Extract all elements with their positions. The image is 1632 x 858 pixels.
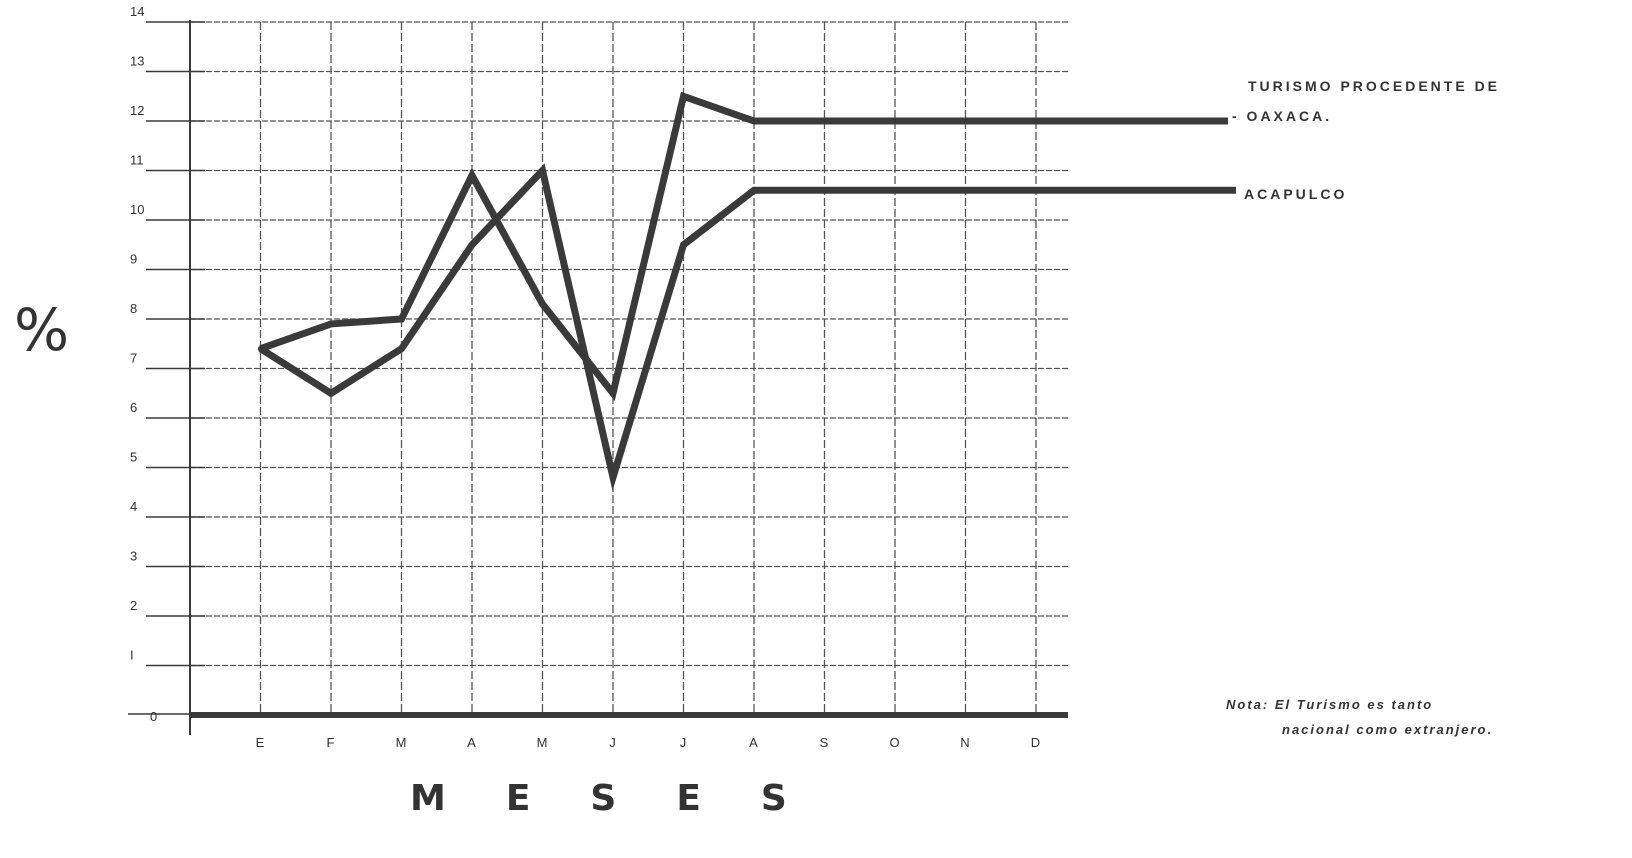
y-tick-label: 11 xyxy=(130,153,144,168)
y-tick-label: 13 xyxy=(130,54,144,69)
y-tick-label: 9 xyxy=(130,252,137,267)
y-tick-label: 7 xyxy=(130,351,137,366)
data-point-oaxaca xyxy=(610,390,616,396)
x-tick-label: E xyxy=(256,735,266,750)
grid xyxy=(128,20,1068,735)
data-point-oaxaca xyxy=(540,301,545,307)
legend-oaxaca-line2: - OAXACA. xyxy=(1232,108,1333,124)
y-tick-label: I xyxy=(130,648,134,663)
data-point-oaxaca xyxy=(822,118,827,124)
series-lines xyxy=(258,91,1236,492)
x-tick-label: O xyxy=(889,735,900,750)
series-line-acapulco xyxy=(258,163,1236,492)
y-tick-label: 0 xyxy=(150,709,157,724)
data-point-acapulco xyxy=(610,474,616,480)
data-point-acapulco xyxy=(258,346,263,352)
data-point-acapulco xyxy=(328,390,334,396)
x-tick-label: A xyxy=(467,735,477,750)
note-line1: Nota: El Turismo es tanto xyxy=(1226,697,1434,712)
x-tick-label: S xyxy=(820,735,830,750)
x-tick-label: F xyxy=(327,735,336,750)
data-point-acapulco xyxy=(469,242,475,248)
y-tick-label: 6 xyxy=(130,400,137,415)
legend-acapulco: ACAPULCO xyxy=(1244,186,1348,202)
data-point-acapulco xyxy=(892,187,898,193)
y-tick-label: 8 xyxy=(130,301,137,316)
x-tick-label: J xyxy=(680,735,688,750)
data-point-acapulco xyxy=(399,346,404,352)
data-point-oaxaca xyxy=(892,118,898,124)
y-tick-label: 2 xyxy=(130,598,137,613)
y-tick-label: 3 xyxy=(130,549,137,564)
y-tick-label: 14 xyxy=(130,4,144,19)
y-tick-label: 12 xyxy=(130,103,144,118)
y-tick-label: 5 xyxy=(130,450,137,465)
x-tick-label: A xyxy=(749,735,759,750)
data-point-oaxaca xyxy=(681,93,686,99)
data-point-oaxaca xyxy=(963,118,968,124)
x-tick-label: M xyxy=(537,735,549,750)
data-point-acapulco xyxy=(681,242,686,248)
x-tick-label: M xyxy=(396,735,408,750)
y-tick-label: 10 xyxy=(130,202,144,217)
data-point-oaxaca xyxy=(399,316,404,322)
y-tick-label: 4 xyxy=(130,499,137,514)
x-tick-label: J xyxy=(609,735,617,750)
data-point-acapulco xyxy=(540,168,545,173)
x-axis-label: MESES xyxy=(410,778,847,819)
data-point-oaxaca xyxy=(469,172,475,178)
data-point-oaxaca xyxy=(751,118,757,124)
data-point-oaxaca xyxy=(1033,118,1039,124)
legend-oaxaca-line1: TURISMO PROCEDENTE DE xyxy=(1248,78,1501,94)
data-point-acapulco xyxy=(1033,187,1039,193)
data-point-acapulco xyxy=(963,187,968,193)
y-axis-label: % xyxy=(14,296,70,364)
data-point-acapulco xyxy=(751,187,757,193)
data-point-acapulco xyxy=(822,187,827,193)
data-point-oaxaca xyxy=(328,321,334,327)
note-line2: nacional como extranjero. xyxy=(1282,722,1494,737)
x-tick-label: N xyxy=(960,735,970,750)
x-tick-label: D xyxy=(1031,735,1041,750)
y-axis-ticks: 0 I 2 3 4 5 6 7 8 9 10 11 12 13 14 xyxy=(130,4,205,724)
